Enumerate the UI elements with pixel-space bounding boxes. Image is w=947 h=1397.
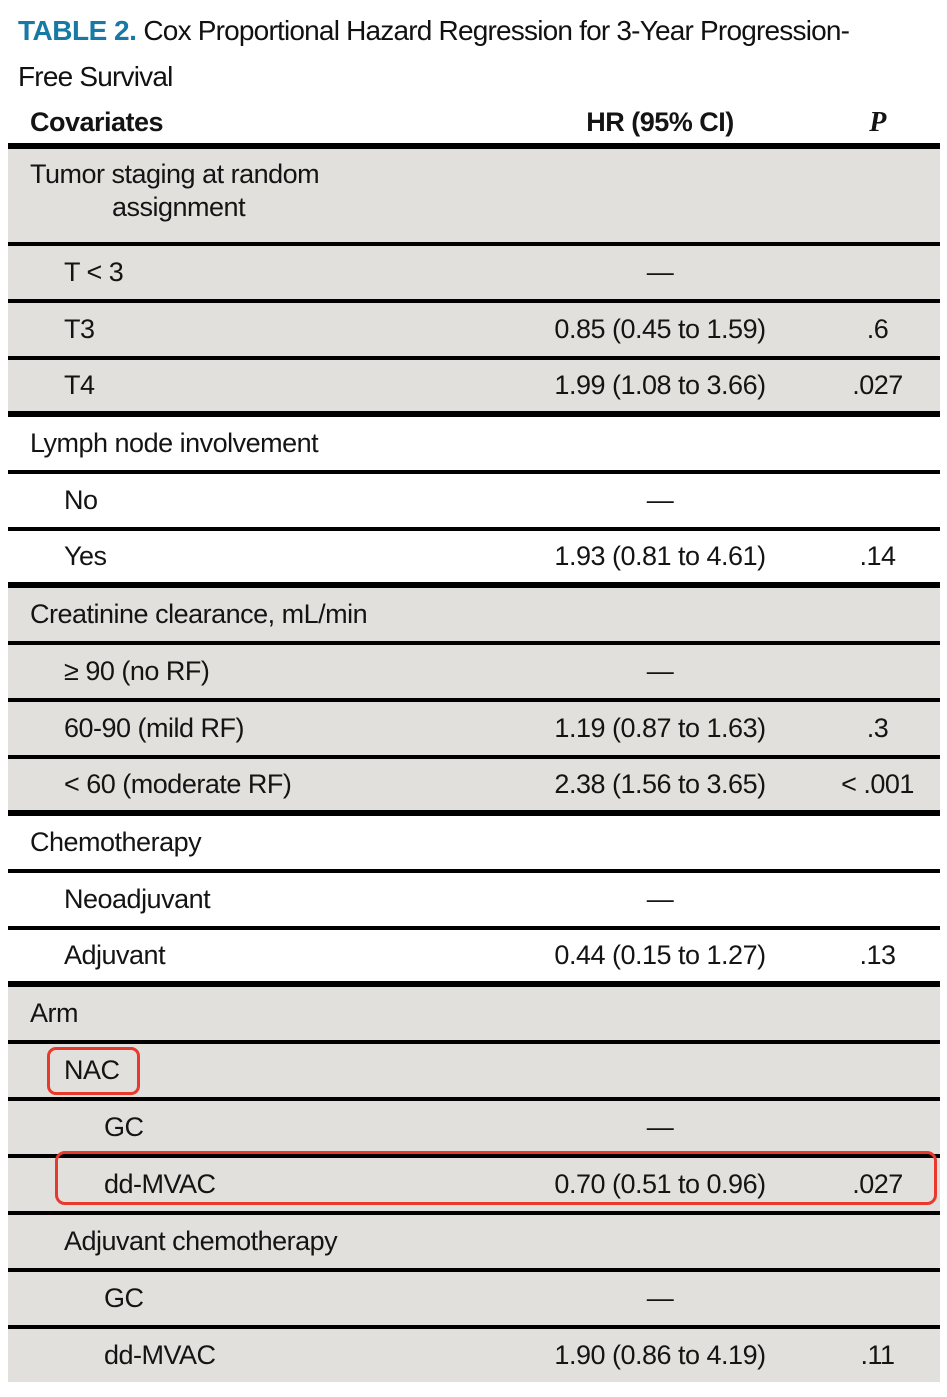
table-row-cc-60-90: 60-90 (mild RF) 1.19 (0.87 to 1.63) .3 <box>8 702 940 759</box>
table-row-arm: Arm <box>8 987 940 1044</box>
hr-value: — <box>646 485 674 515</box>
hr-value: 1.99 (1.08 to 3.66) <box>554 370 766 400</box>
covariate-label: T < 3 <box>64 257 124 287</box>
table-row-tumor-staging: Tumor staging at random assignment <box>8 149 940 246</box>
covariate-label: No <box>64 485 98 515</box>
p-value: .027 <box>852 1169 903 1199</box>
covariate-label-continued: assignment <box>112 192 246 222</box>
table-number-label: TABLE 2. <box>18 15 137 46</box>
p-value: .3 <box>866 713 889 743</box>
hr-value: 1.90 (0.86 to 4.19) <box>554 1340 766 1370</box>
covariate-label: < 60 (moderate RF) <box>64 769 292 799</box>
covariate-label: Neoadjuvant <box>64 884 211 914</box>
table-row-lymph-no: No — <box>8 474 940 531</box>
covariate-label: T4 <box>64 370 95 400</box>
covariate-label: dd-MVAC <box>104 1340 216 1370</box>
column-header-hr: HR (95% CI) <box>586 107 734 137</box>
covariate-label: Lymph node involvement <box>30 428 319 458</box>
table-row-lymph-node: Lymph node involvement <box>8 417 940 474</box>
hr-value: 0.44 (0.15 to 1.27) <box>554 940 766 970</box>
hr-value: 0.85 (0.45 to 1.59) <box>554 314 766 344</box>
hr-value: 2.38 (1.56 to 3.65) <box>554 769 766 799</box>
covariate-label: GC <box>104 1112 144 1142</box>
table-row-cc-ge90: ≥ 90 (no RF) — <box>8 645 940 702</box>
table-row-t3: T3 0.85 (0.45 to 1.59) .6 <box>8 303 940 360</box>
table-title: TABLE 2. Cox Proportional Hazard Regress… <box>0 0 947 102</box>
covariate-label: T3 <box>64 314 95 344</box>
p-value: .027 <box>852 370 903 400</box>
covariate-label: dd-MVAC <box>104 1169 216 1199</box>
cox-regression-table: Covariates HR (95% CI) P Tumor staging a… <box>8 102 940 1382</box>
table-row-adj-gc: GC — <box>8 1272 940 1329</box>
table-row-nac: NAC <box>8 1044 940 1101</box>
table-row-adjuvant-chemotherapy: Adjuvant chemotherapy <box>8 1215 940 1272</box>
hr-value: — <box>646 1283 674 1313</box>
column-header-p: P <box>869 106 886 138</box>
covariate-label: Chemotherapy <box>30 827 202 857</box>
covariate-label: ≥ 90 (no RF) <box>64 656 210 686</box>
covariate-label: Adjuvant <box>64 940 166 970</box>
table-row-nac-ddmvac: dd-MVAC 0.70 (0.51 to 0.96) .027 <box>8 1151 940 1215</box>
table-row-chemotherapy: Chemotherapy <box>8 816 940 873</box>
table-row-t4: T4 1.99 (1.08 to 3.66) .027 <box>8 360 940 417</box>
hr-value: 1.93 (0.81 to 4.61) <box>554 541 766 571</box>
table-row-cc-lt60: < 60 (moderate RF) 2.38 (1.56 to 3.65) <… <box>8 759 940 816</box>
covariate-label: 60-90 (mild RF) <box>64 713 245 743</box>
table-row-lymph-yes: Yes 1.93 (0.81 to 4.61) .14 <box>8 531 940 588</box>
covariate-label: Adjuvant chemotherapy <box>64 1226 338 1256</box>
p-value: < .001 <box>841 769 914 799</box>
hr-value: — <box>646 257 674 287</box>
hr-value: — <box>646 884 674 914</box>
table-row-nac-gc: GC — <box>8 1101 940 1158</box>
covariate-label: Yes <box>64 541 107 571</box>
table-row-adjuvant: Adjuvant 0.44 (0.15 to 1.27) .13 <box>8 930 940 987</box>
table-row-adj-ddmvac: dd-MVAC 1.90 (0.86 to 4.19) .11 <box>8 1329 940 1382</box>
hr-value: 1.19 (0.87 to 1.63) <box>554 713 766 743</box>
hr-value: 0.70 (0.51 to 0.96) <box>554 1169 766 1199</box>
p-value: .14 <box>859 541 896 571</box>
table-row-t-less-3: T < 3 — <box>8 246 940 303</box>
p-value: .13 <box>859 940 896 970</box>
table-header-row: Covariates HR (95% CI) P <box>8 102 940 149</box>
covariate-label: NAC <box>64 1054 120 1085</box>
table-title-line2: Free Survival <box>18 61 173 92</box>
column-header-covariates: Covariates <box>30 107 164 137</box>
table-row-neoadjuvant: Neoadjuvant — <box>8 873 940 930</box>
table-title-text: Cox Proportional Hazard Regression for 3… <box>136 15 850 46</box>
table-row-creatinine: Creatinine clearance, mL/min <box>8 588 940 645</box>
table-title-line1: TABLE 2. Cox Proportional Hazard Regress… <box>18 8 941 54</box>
covariate-label: GC <box>104 1283 144 1313</box>
covariate-label: Arm <box>30 998 79 1028</box>
nac-highlight-box: NAC <box>47 1046 140 1095</box>
hr-value: — <box>646 656 674 686</box>
hr-value: — <box>646 1112 674 1142</box>
covariate-label: Creatinine clearance, mL/min <box>30 599 368 629</box>
p-value: .11 <box>860 1340 895 1370</box>
p-value: .6 <box>866 314 889 344</box>
covariate-label: Tumor staging at random <box>30 159 320 189</box>
